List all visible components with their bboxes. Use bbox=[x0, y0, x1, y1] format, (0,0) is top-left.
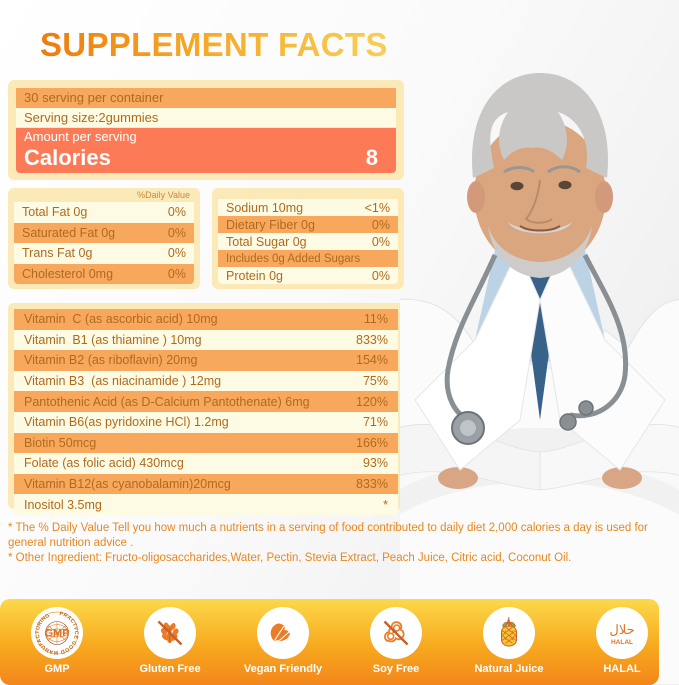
svg-text:GMP: GMP bbox=[44, 628, 69, 640]
svg-text:حلال: حلال bbox=[609, 622, 634, 637]
svg-text:HALAL: HALAL bbox=[611, 639, 633, 646]
